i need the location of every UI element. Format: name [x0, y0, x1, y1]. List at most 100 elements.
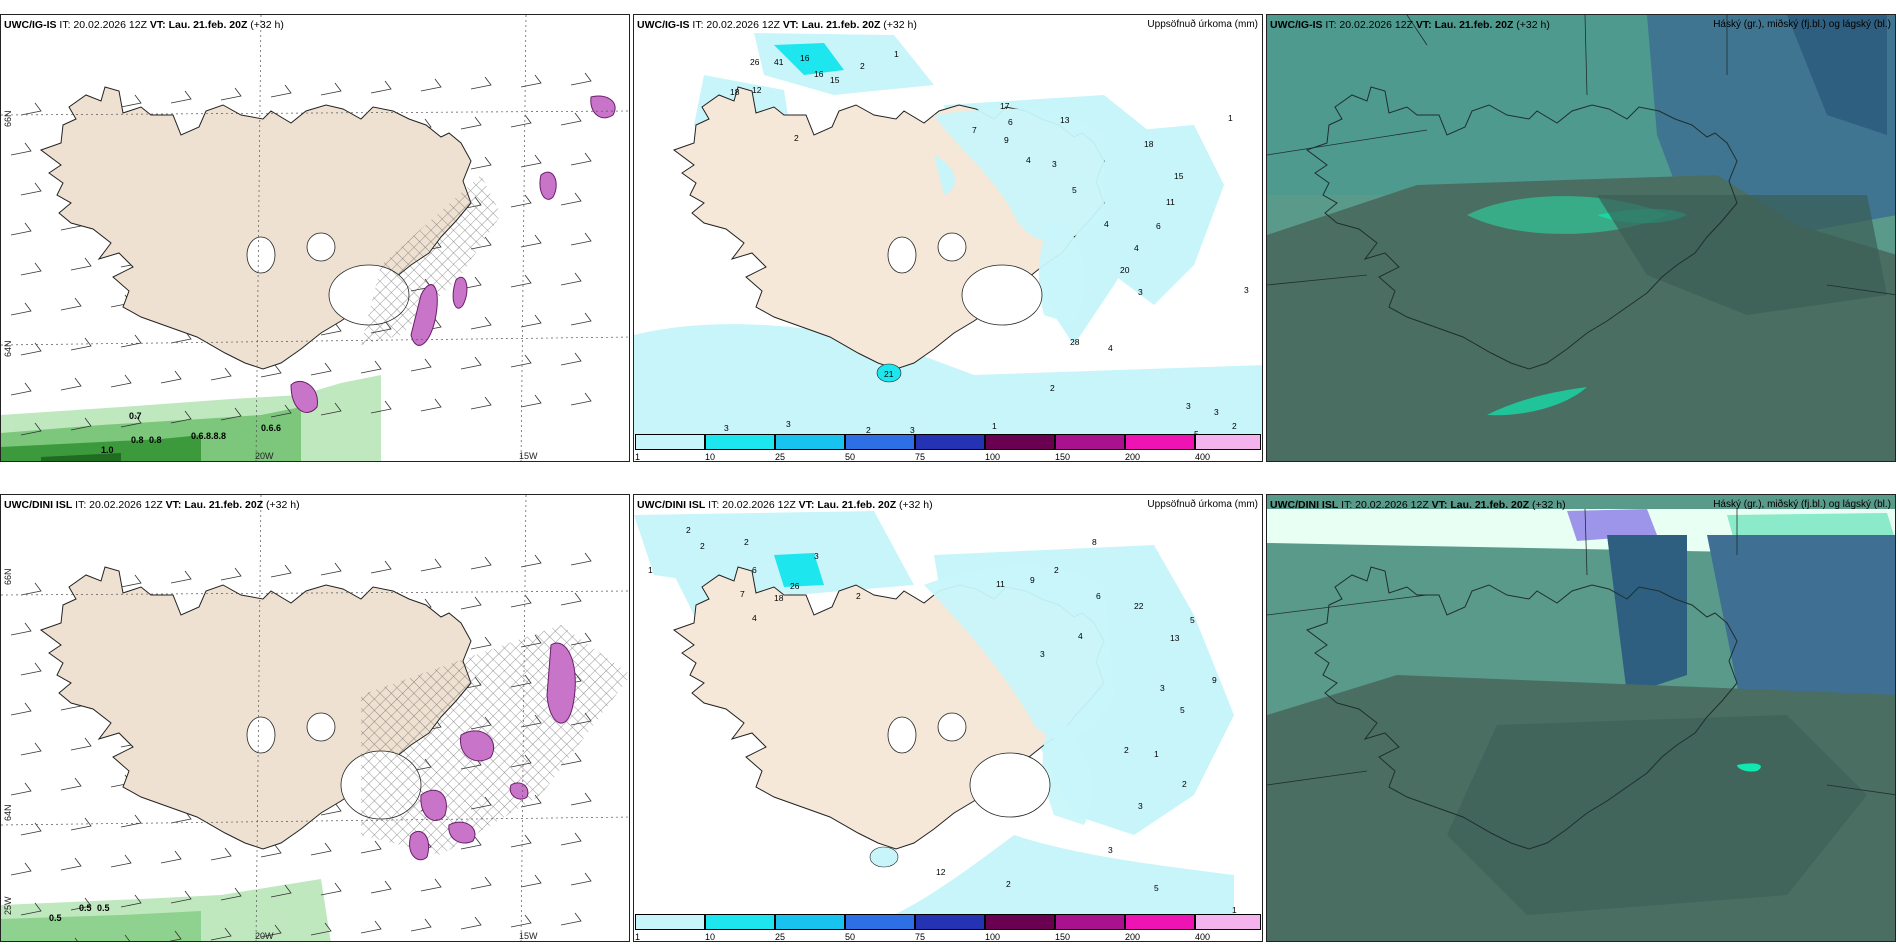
precip-value-label: 1 [894, 49, 899, 59]
colorbar-swatch [775, 434, 845, 450]
precip-value-label: 16 [800, 53, 810, 63]
precip-map [634, 495, 1262, 941]
precip-value-label: 3 [1040, 649, 1045, 659]
precip-value-label: 3 [1052, 159, 1057, 169]
precip-value-label: 3 [1244, 285, 1249, 295]
contour-label: 1.0 [101, 445, 114, 455]
precip-value-label: 26 [790, 581, 800, 591]
lon-label-15: 15W [519, 931, 538, 941]
precip-value-label: 28 [1070, 337, 1080, 347]
precip-value-label: 4 [752, 613, 757, 623]
panel-title: UWC/DINI ISL IT: 20.02.2026 12Z VT: Lau.… [637, 499, 933, 511]
precip-value-label: 3 [1108, 845, 1113, 855]
precip-value-label: 7 [972, 125, 977, 135]
precip-value-label: 2 [860, 61, 865, 71]
precip-value-label: 9 [1030, 575, 1035, 585]
precip-value-label: 12 [752, 85, 762, 95]
panel-title: UWC/IG-IS IT: 20.02.2026 12Z VT: Lau. 21… [637, 19, 917, 31]
precip-value-label: 3 [1160, 683, 1165, 693]
panel-title: UWC/DINI ISL IT: 20.02.2026 12Z VT: Lau.… [1270, 499, 1566, 511]
precip-value-label: 4 [1104, 219, 1109, 229]
precip-value-label: 15 [1174, 171, 1184, 181]
contour-label: 0.5 [49, 913, 62, 923]
colorbar-tick-label: 75 [915, 452, 926, 462]
precip-value-label: 3 [1186, 401, 1191, 411]
precip-value-label: 17 [1000, 101, 1010, 111]
lon-label-20: 20W [255, 931, 274, 941]
colorbar-swatch [985, 434, 1055, 450]
map-panel-clouds-top: UWC/IG-IS IT: 20.02.2026 12Z VT: Lau. 21… [1266, 14, 1896, 462]
map-panel-precip-bottom: UWC/DINI ISL IT: 20.02.2026 12Z VT: Lau.… [633, 494, 1263, 942]
colorbar-swatch [1195, 434, 1261, 450]
precip-value-label: 7 [740, 589, 745, 599]
lat-label-64: 64N [3, 804, 13, 821]
precip-value-label: 5 [1072, 185, 1077, 195]
precip-value-label: 5 [1180, 705, 1185, 715]
precip-value-label: 1 [1228, 113, 1233, 123]
precip-value-label: 18 [730, 87, 740, 97]
wind-map [1, 15, 629, 461]
colorbar-swatch [845, 914, 915, 930]
precip-value-label: 2 [700, 541, 705, 551]
colorbar-swatch [705, 914, 775, 930]
contour-label: 0.7 [129, 411, 142, 421]
colorbar-tick-label: 400 [1195, 932, 1211, 942]
lon-label-20: 20W [255, 451, 274, 461]
precip-value-label: 6 [1156, 221, 1161, 231]
precip-value-label: 2 [1182, 779, 1187, 789]
contour-label: 0.6.6 [261, 423, 282, 433]
cloud-map [1267, 15, 1895, 461]
precip-value-label: 15 [830, 75, 840, 85]
precip-value-label: 4 [1108, 343, 1113, 353]
precip-value-label: 20 [1120, 265, 1130, 275]
precip-value-label: 1 [1154, 749, 1159, 759]
precip-value-label: 2 [866, 425, 871, 435]
lat-label-66: 66N [3, 110, 13, 127]
precip-value-label: 26 [750, 57, 760, 67]
precip-value-label: 41 [774, 57, 784, 67]
colorbar-tick-label: 25 [775, 452, 786, 462]
precip-value-label: 21 [884, 369, 894, 379]
precip-value-label: 2 [856, 591, 861, 601]
colorbar-swatch [775, 914, 845, 930]
colorbar-swatch [1055, 914, 1125, 930]
precip-value-label: 18 [1144, 139, 1154, 149]
precip-value-label: 5 [1154, 883, 1159, 893]
precip-value-label: 1 [648, 565, 653, 575]
precip-value-label: 4 [1026, 155, 1031, 165]
contour-label: 0.8 [131, 435, 144, 445]
precip-value-label: 4 [1078, 631, 1083, 641]
colorbar-tick-label: 50 [845, 452, 856, 462]
colorbar-tick-label: 100 [985, 452, 1001, 462]
precip-value-label: 16 [814, 69, 824, 79]
precip-value-label: 11 [996, 579, 1005, 589]
precip-value-label: 3 [1214, 407, 1219, 417]
precip-value-label: 6 [1008, 117, 1013, 127]
precip-value-label: 6 [752, 565, 757, 575]
colorbar-swatch [635, 914, 705, 930]
colorbar-swatch [705, 434, 775, 450]
precip-value-label: 13 [1060, 115, 1070, 125]
precip-value-label: 3 [1138, 801, 1143, 811]
lat-label-66: 66N [3, 568, 13, 585]
colorbar-tick-label: 400 [1195, 452, 1211, 462]
precip-value-label: 8 [1092, 537, 1097, 547]
colorbar-tick-label: 200 [1125, 932, 1141, 942]
colorbar-swatch [985, 914, 1055, 930]
colorbar-swatch [1125, 914, 1195, 930]
contour-label: 0.6.8.8.8 [191, 431, 227, 441]
precip-value-label: 12 [936, 867, 946, 877]
precip-value-label: 3 [1138, 287, 1143, 297]
panel-title: UWC/IG-IS IT: 20.02.2026 12Z VT: Lau. 21… [4, 19, 284, 31]
precip-value-label: 3 [910, 425, 915, 435]
precip-colorbar: 1 10 25 50 75 100 150 200 400 [635, 914, 1261, 942]
precip-value-label: 2 [794, 133, 799, 143]
lat-label-25w: 25W [3, 896, 13, 915]
precip-value-label: 2 [1232, 421, 1237, 431]
panel-title: UWC/IG-IS IT: 20.02.2026 12Z VT: Lau. 21… [1270, 19, 1550, 31]
colorbar-swatch [1055, 434, 1125, 450]
precip-value-label: 9 [1212, 675, 1217, 685]
precip-value-label: 2 [1054, 565, 1059, 575]
colorbar-swatch [845, 434, 915, 450]
precip-colorbar: 1 10 25 50 75 100 150 200 400 [635, 434, 1261, 462]
